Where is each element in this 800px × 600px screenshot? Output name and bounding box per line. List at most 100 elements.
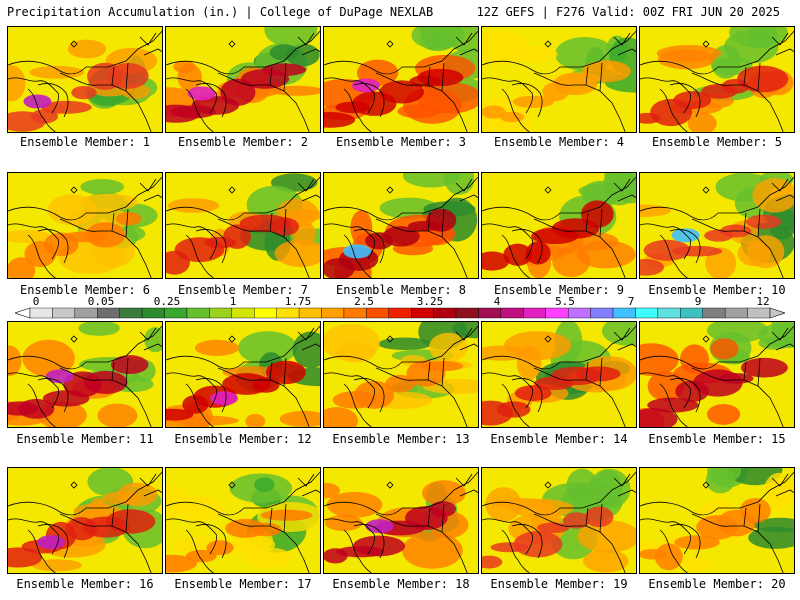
colorbar-tick-label: 1.75 xyxy=(284,295,312,308)
geographic-boundaries xyxy=(8,471,162,573)
precip-map xyxy=(166,468,320,573)
colorbar-swatch xyxy=(366,307,389,319)
colorbar-swatch xyxy=(343,307,367,319)
precip-map xyxy=(324,173,478,278)
map-panel-15 xyxy=(639,321,795,428)
colorbar-swatch xyxy=(724,307,748,319)
colorbar-swatch xyxy=(747,307,771,319)
map-panel-7 xyxy=(165,172,321,279)
map-panel-3 xyxy=(323,26,479,133)
geographic-boundaries xyxy=(640,325,794,427)
colorbar-swatch xyxy=(567,307,591,319)
colorbar-swatch xyxy=(164,307,188,319)
chart-title: Precipitation Accumulation (in.) | Colle… xyxy=(7,5,434,19)
member-caption: Ensemble Member: 10 xyxy=(648,283,786,297)
geographic-boundaries xyxy=(166,176,320,278)
member-caption: Ensemble Member: 7 xyxy=(177,283,309,297)
geographic-boundaries xyxy=(166,471,320,573)
precip-map xyxy=(324,322,478,427)
member-caption: Ensemble Member: 17 xyxy=(174,577,312,591)
colorbar-tick-label: 7 xyxy=(627,295,635,308)
colorbar-swatch xyxy=(478,307,502,319)
colorbar-swatch xyxy=(321,307,345,319)
member-caption: Ensemble Member: 9 xyxy=(493,283,625,297)
member-caption: Ensemble Member: 13 xyxy=(332,432,470,446)
member-caption: Ensemble Member: 2 xyxy=(177,135,309,149)
precip-map xyxy=(482,468,636,573)
precip-map xyxy=(640,27,794,132)
geographic-boundaries xyxy=(324,176,478,278)
colorbar-tick-label: 0 xyxy=(32,295,40,308)
geographic-boundaries xyxy=(324,325,478,427)
colorbar-swatch xyxy=(141,307,165,319)
map-panel-1 xyxy=(7,26,163,133)
geographic-boundaries xyxy=(324,30,478,132)
map-panel-16 xyxy=(7,467,163,574)
member-caption: Ensemble Member: 14 xyxy=(490,432,628,446)
colorbar-swatch xyxy=(254,307,277,319)
colorbar-swatch xyxy=(433,307,457,319)
colorbar-tick-label: 3.25 xyxy=(416,295,444,308)
colorbar-swatch xyxy=(545,307,569,319)
geographic-boundaries xyxy=(324,471,478,573)
map-panel-17 xyxy=(165,467,321,574)
colorbar-tick-label: 12 xyxy=(756,295,770,308)
map-panel-18 xyxy=(323,467,479,574)
member-caption: Ensemble Member: 5 xyxy=(651,135,783,149)
colorbar-tick-label: 5.5 xyxy=(555,295,575,308)
map-panel-13 xyxy=(323,321,479,428)
geographic-boundaries xyxy=(482,471,636,573)
colorbar-swatch xyxy=(680,307,703,319)
colorbar-tick-label: 2.5 xyxy=(354,295,374,308)
map-panel-6 xyxy=(7,172,163,279)
member-caption: Ensemble Member: 3 xyxy=(335,135,467,149)
colorbar xyxy=(15,307,785,319)
colorbar-swatch xyxy=(657,307,681,319)
member-caption: Ensemble Member: 1 xyxy=(19,135,151,149)
colorbar-tick-label: 4 xyxy=(493,295,501,308)
geographic-boundaries xyxy=(166,325,320,427)
colorbar-min-arrow xyxy=(15,307,31,319)
geographic-boundaries xyxy=(166,30,320,132)
member-caption: Ensemble Member: 19 xyxy=(490,577,628,591)
run-info: 12Z GEFS | F276 Valid: 00Z FRI JUN 20 20… xyxy=(476,5,780,19)
member-caption: Ensemble Member: 11 xyxy=(16,432,154,446)
colorbar-swatch xyxy=(590,307,614,319)
precip-map xyxy=(8,468,162,573)
member-caption: Ensemble Member: 20 xyxy=(648,577,786,591)
member-caption: Ensemble Member: 8 xyxy=(335,283,467,297)
precip-map xyxy=(324,27,478,132)
geographic-boundaries xyxy=(8,325,162,427)
colorbar-swatch xyxy=(500,307,524,319)
member-caption: Ensemble Member: 6 xyxy=(19,283,151,297)
geographic-boundaries xyxy=(482,30,636,132)
precip-map xyxy=(8,173,162,278)
map-panel-5 xyxy=(639,26,795,133)
colorbar-tick-label: 0.05 xyxy=(87,295,115,308)
member-caption: Ensemble Member: 4 xyxy=(493,135,625,149)
map-panel-19 xyxy=(481,467,637,574)
geographic-boundaries xyxy=(8,176,162,278)
colorbar-swatch xyxy=(276,307,300,319)
precip-map xyxy=(8,322,162,427)
colorbar-swatch xyxy=(52,307,76,319)
member-caption: Ensemble Member: 16 xyxy=(16,577,154,591)
colorbar-swatch xyxy=(298,307,322,319)
geographic-boundaries xyxy=(640,176,794,278)
precip-map xyxy=(166,173,320,278)
map-panel-9 xyxy=(481,172,637,279)
geographic-boundaries xyxy=(482,325,636,427)
precip-map xyxy=(640,468,794,573)
precip-map xyxy=(166,322,320,427)
colorbar-swatch xyxy=(186,307,210,319)
precip-map xyxy=(324,468,478,573)
colorbar-swatch xyxy=(119,307,143,319)
colorbar-swatch xyxy=(702,307,726,319)
map-panel-11 xyxy=(7,321,163,428)
geographic-boundaries xyxy=(8,30,162,132)
map-panel-8 xyxy=(323,172,479,279)
colorbar-swatch xyxy=(29,307,53,319)
geographic-boundaries xyxy=(640,471,794,573)
member-caption: Ensemble Member: 18 xyxy=(332,577,470,591)
colorbar-swatch xyxy=(74,307,98,319)
